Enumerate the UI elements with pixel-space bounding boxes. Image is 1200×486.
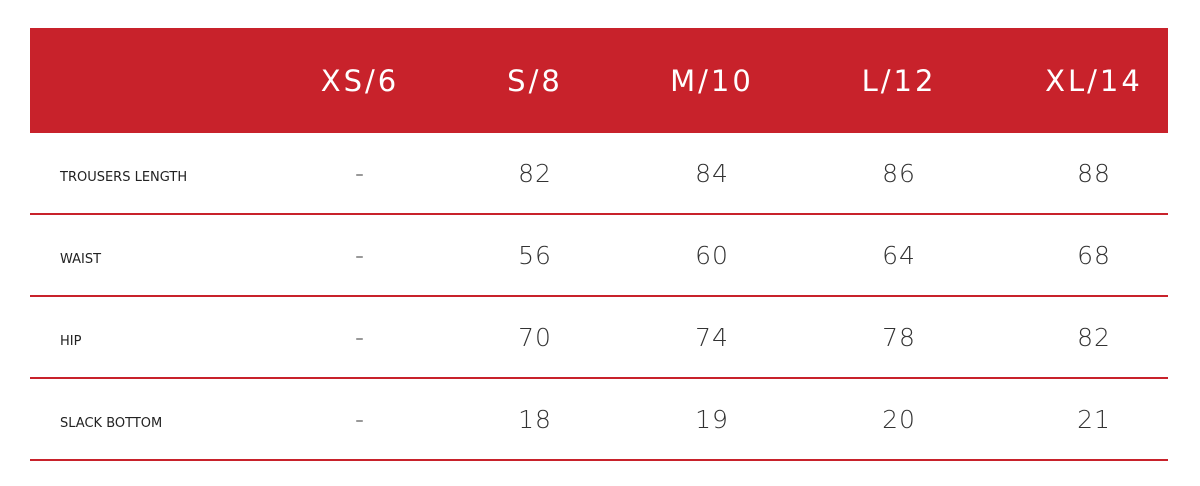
table-cell: 70	[518, 322, 552, 352]
table-cell: 21	[1077, 404, 1111, 434]
row-label: WAIST	[60, 251, 102, 267]
table-cell: 60	[695, 240, 729, 270]
column-header: M/10	[670, 63, 754, 98]
table-cell: 82	[1077, 322, 1111, 352]
table-cell: 74	[695, 322, 729, 352]
table-cell: 84	[695, 158, 729, 188]
table-cell: 86	[882, 158, 916, 188]
table-cell: 18	[518, 404, 552, 434]
table-cell: -	[354, 322, 366, 352]
row-label: HIP	[60, 333, 82, 349]
table-header: XS/6 S/8 M/10 L/12 XL/14	[30, 28, 1168, 133]
table-cell: 82	[518, 158, 552, 188]
column-header: XS/6	[320, 63, 400, 98]
column-header: XL/14	[1045, 63, 1143, 98]
table-row: WAIST - 56 60 64 68	[30, 215, 1168, 297]
table-cell: 64	[882, 240, 916, 270]
size-chart-table: XS/6 S/8 M/10 L/12 XL/14 TROUSERS LENGTH - 82 8…	[30, 28, 1168, 461]
table-cell: -	[354, 404, 366, 434]
table-cell: 68	[1077, 240, 1111, 270]
table-row: SLACK BOTTOM - 18 19 20 21	[30, 379, 1168, 461]
table-cell: 78	[882, 322, 916, 352]
row-label: SLACK BOTTOM	[60, 415, 163, 431]
row-label: TROUSERS LENGTH	[60, 169, 188, 185]
table-row: HIP - 70 74 78 82	[30, 297, 1168, 379]
table-cell: 56	[518, 240, 552, 270]
table-cell: -	[354, 158, 366, 188]
table-cell: 88	[1077, 158, 1111, 188]
table-cell: 20	[882, 404, 916, 434]
table-cell: 19	[695, 404, 729, 434]
table-row: TROUSERS LENGTH - 82 84 86 88	[30, 133, 1168, 215]
table-cell: -	[354, 240, 366, 270]
column-header: S/8	[507, 63, 563, 98]
column-header: L/12	[861, 63, 937, 98]
